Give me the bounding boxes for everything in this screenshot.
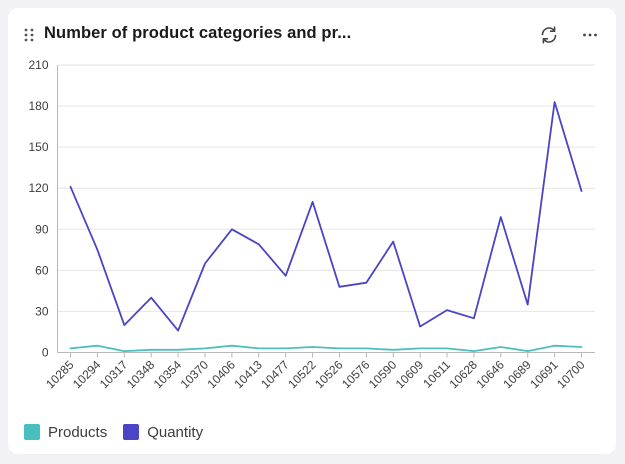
legend-swatch-quantity (123, 424, 140, 440)
y-tick-label: 210 (28, 58, 48, 72)
chart-title: Number of product categories and pr... (44, 24, 352, 42)
drag-handle-icon[interactable] (23, 27, 35, 43)
chart-legend: Products Quantity (24, 422, 219, 442)
x-tick-label: 10526 (312, 357, 346, 391)
x-tick-label: 10689 (500, 357, 534, 391)
x-tick-label: 10628 (447, 357, 481, 391)
legend-swatch-products (24, 424, 40, 440)
x-tick-label: 10576 (339, 357, 373, 391)
legend-label-quantity: Quantity (147, 423, 204, 441)
y-tick-label: 60 (35, 263, 49, 277)
refresh-icon (541, 26, 557, 44)
legend-label-products: Products (48, 423, 108, 441)
more-options-button[interactable] (577, 22, 603, 48)
x-tick-label: 10354 (151, 357, 185, 391)
y-tick-label: 180 (28, 99, 48, 113)
x-tick-label: 10611 (420, 357, 453, 390)
x-tick-label: 10406 (204, 357, 238, 391)
x-tick-label: 10370 (178, 357, 212, 391)
line-chart: 0306090120150180210102851029410317103481… (28, 58, 595, 391)
y-tick-label: 150 (28, 140, 48, 154)
x-tick-label: 10477 (258, 357, 292, 391)
x-tick-label: 10691 (527, 357, 561, 391)
series-line-products (69, 344, 583, 353)
y-tick-label: 90 (35, 222, 49, 236)
more-options-icon (583, 33, 597, 37)
y-tick-label: 0 (42, 346, 49, 360)
x-tick-label: 10294 (70, 357, 104, 391)
x-tick-label: 10700 (554, 357, 588, 391)
x-tick-label: 10413 (231, 357, 265, 391)
x-tick-label: 10609 (393, 357, 427, 391)
x-tick-label: 10522 (285, 357, 319, 391)
x-tick-label: 10348 (124, 357, 158, 391)
series-line-quantity (69, 101, 583, 332)
y-tick-label: 30 (35, 304, 49, 318)
card-header: Number of product categories and pr... (8, 8, 616, 60)
y-tick-label: 120 (28, 181, 48, 195)
legend-item-products[interactable]: Products (24, 424, 107, 441)
refresh-button[interactable] (536, 22, 562, 48)
x-tick-label: 10317 (97, 357, 131, 391)
x-tick-label: 10285 (43, 357, 77, 391)
legend-item-quantity[interactable]: Quantity (123, 424, 203, 441)
chart-card: Number of product categories and pr... 0… (8, 8, 616, 454)
x-tick-label: 10590 (366, 357, 400, 391)
x-tick-label: 10646 (473, 357, 507, 391)
